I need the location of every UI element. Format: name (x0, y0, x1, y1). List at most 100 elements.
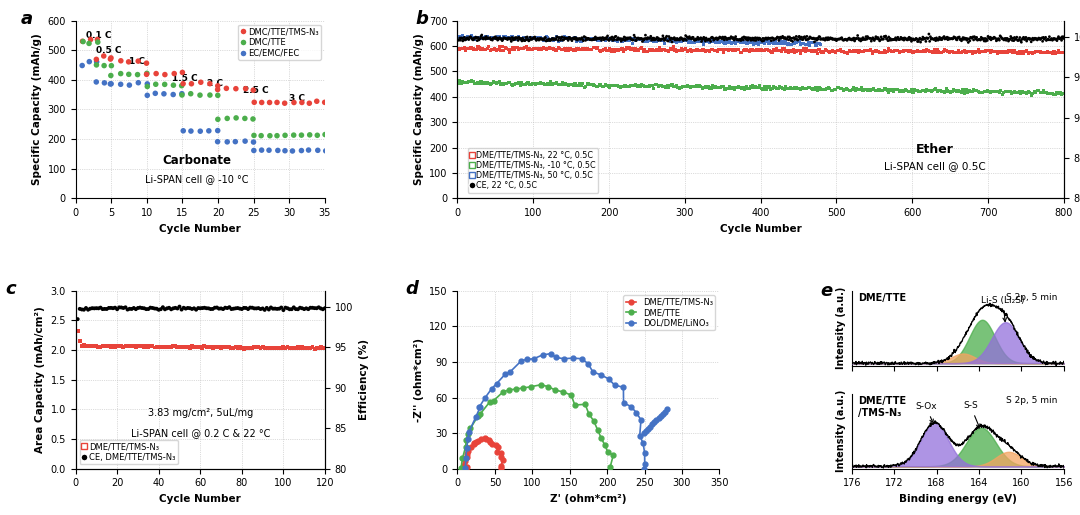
Point (1041, 32, 1058, 41)
Point (726, 34, 743, 42)
Point (206, 343, 224, 351)
Point (592, 80, 609, 89)
Point (690, 46, 707, 55)
Point (1023, 91, 1040, 99)
Point (579, 35, 596, 43)
Point (861, 85, 878, 93)
Point (595, 36, 612, 44)
Point (989, 87, 1007, 95)
Point (174, 91, 191, 99)
Point (895, 47, 913, 55)
Point (705, 36, 723, 44)
Point (508, 35, 525, 43)
Point (724, 38, 741, 46)
Point (677, 82, 694, 91)
Point (737, 85, 754, 93)
Point (696, 35, 713, 43)
Point (727, 39, 744, 47)
Point (767, 46, 784, 55)
Point (1027, 89, 1044, 97)
Point (754, 85, 771, 93)
Point (617, 45, 634, 54)
Point (894, 34, 912, 42)
Point (718, 38, 735, 46)
Point (1043, 36, 1061, 44)
Point (183, 90, 200, 98)
Point (733, 35, 751, 43)
Point (567, 35, 584, 43)
Point (583, 36, 600, 44)
Point (129, 71, 146, 79)
Point (612, 37, 630, 45)
Point (873, 33, 890, 41)
Point (485, 33, 502, 42)
Point (287, 305, 305, 313)
Point (769, 33, 786, 42)
Point (103, 343, 120, 351)
Point (173, 81, 190, 90)
Point (901, 33, 918, 41)
Point (983, 36, 1000, 44)
Point (586, 43, 604, 52)
Point (477, 32, 495, 41)
Point (486, 44, 503, 53)
Point (639, 82, 657, 91)
Point (603, 36, 620, 44)
Point (566, 34, 583, 42)
Point (523, 33, 540, 42)
Point (470, 42, 487, 50)
Point (505, 34, 523, 42)
Point (1002, 32, 1020, 41)
Point (666, 37, 684, 45)
Point (557, 35, 575, 43)
Point (525, 44, 542, 53)
Point (602, 83, 619, 91)
Point (283, 344, 300, 352)
Point (210, 115, 227, 124)
Point (688, 38, 705, 46)
Point (802, 34, 820, 42)
Point (580, 36, 597, 44)
Point (943, 35, 960, 43)
Point (218, 114, 235, 123)
Point (616, 33, 633, 41)
Point (989, 49, 1007, 58)
Point (510, 37, 527, 45)
Point (854, 33, 872, 42)
Point (521, 45, 538, 53)
Point (603, 47, 620, 56)
Point (720, 34, 738, 42)
Point (543, 35, 561, 43)
Point (908, 35, 926, 43)
Point (681, 45, 699, 53)
Point (249, 344, 267, 352)
Point (586, 82, 604, 90)
Point (784, 46, 801, 54)
Point (644, 46, 661, 54)
Point (858, 46, 875, 55)
Point (704, 37, 721, 45)
Point (673, 44, 690, 53)
Point (157, 305, 174, 314)
Point (578, 34, 595, 42)
Point (975, 87, 993, 95)
Point (842, 35, 860, 43)
Point (630, 46, 647, 54)
Point (826, 36, 843, 44)
Point (475, 45, 492, 54)
Point (798, 44, 815, 52)
Point (561, 35, 578, 43)
Point (229, 304, 246, 312)
Point (705, 37, 723, 45)
Point (912, 38, 929, 46)
Point (730, 36, 747, 44)
Point (764, 84, 781, 93)
Point (308, 344, 325, 352)
Point (698, 34, 715, 42)
Point (835, 86, 852, 94)
Point (887, 85, 904, 93)
Point (757, 34, 774, 42)
Point (983, 46, 1000, 55)
Point (1030, 34, 1048, 42)
Point (810, 83, 827, 92)
